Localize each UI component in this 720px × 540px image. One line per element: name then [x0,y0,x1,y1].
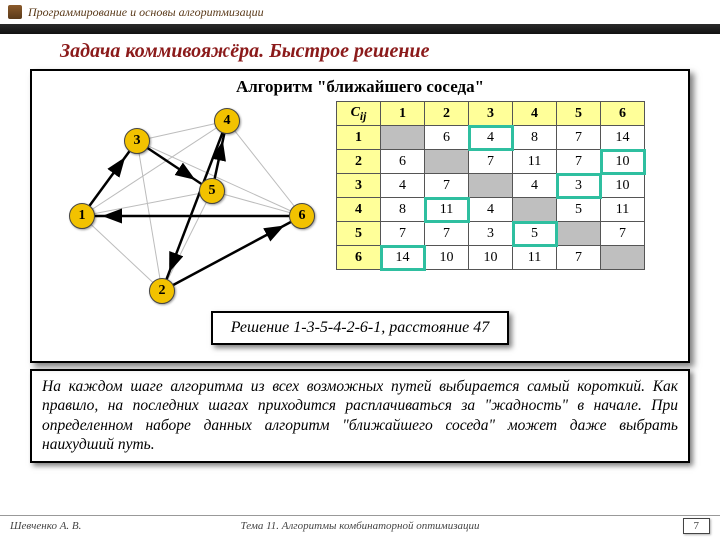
solution-box: Решение 1-3-5-4-2-6-1, расстояние 47 [211,311,510,345]
graph-node: 5 [199,178,225,204]
topbar: Программирование и основы алгоритмизации [0,0,720,24]
footer: Шевченко А. В. Тема 11. Алгоритмы комбин… [0,515,720,536]
slide-title: Задача коммивояжёра. Быстрое решение [0,34,720,67]
page-number: 7 [683,518,711,534]
graph-node: 3 [124,128,150,154]
cost-matrix: Cij1234561648714267117103474310481145115… [336,101,645,270]
graph-node: 6 [289,203,315,229]
note-box: На каждом шаге алгоритма из всех возможн… [30,369,690,463]
content-panel: Алгоритм "ближайшего соседа" 1 2 3 4 5 6 Cij1… [30,69,690,363]
cost-matrix-wrap: Cij1234561648714267117103474310481145115… [336,101,645,270]
footer-author: Шевченко А. В. [10,520,81,532]
header-band [0,24,720,34]
algorithm-subtitle: Алгоритм "ближайшего соседа" [42,77,678,97]
graph-node: 2 [149,278,175,304]
logo-icon [8,5,22,19]
course-name: Программирование и основы алгоритмизации [28,5,264,20]
footer-topic: Тема 11. Алгоритмы комбинаторной оптимиз… [241,520,480,532]
graph-node: 1 [69,203,95,229]
graph-node: 4 [214,108,240,134]
graph-diagram: 1 2 3 4 5 6 [42,101,322,301]
